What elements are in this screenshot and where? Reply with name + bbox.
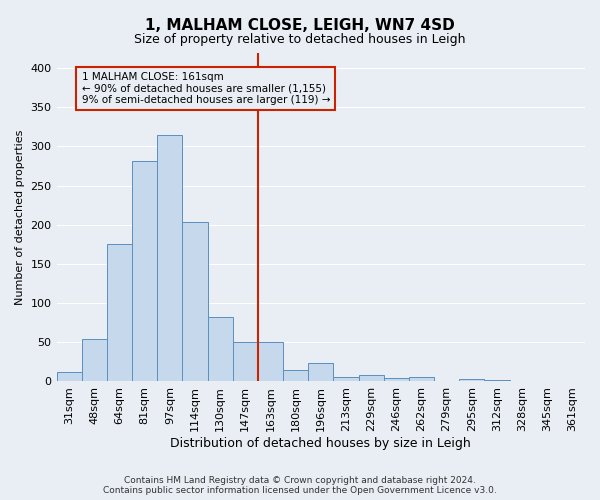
Text: 1 MALHAM CLOSE: 161sqm
← 90% of detached houses are smaller (1,155)
9% of semi-d: 1 MALHAM CLOSE: 161sqm ← 90% of detached… — [82, 72, 330, 106]
Bar — [233, 342, 258, 382]
Bar — [359, 375, 383, 382]
Bar — [157, 134, 182, 382]
Bar — [208, 317, 233, 382]
Y-axis label: Number of detached properties: Number of detached properties — [15, 130, 25, 304]
Bar — [107, 244, 132, 382]
Bar — [535, 380, 560, 382]
Bar — [258, 342, 283, 382]
Bar — [409, 377, 434, 382]
Bar — [82, 339, 107, 382]
Bar — [308, 362, 334, 382]
Bar — [182, 222, 208, 382]
Bar — [509, 380, 535, 382]
Bar — [132, 162, 157, 382]
Bar — [56, 372, 82, 382]
Bar — [434, 380, 459, 382]
Bar — [484, 380, 509, 382]
Text: 1, MALHAM CLOSE, LEIGH, WN7 4SD: 1, MALHAM CLOSE, LEIGH, WN7 4SD — [145, 18, 455, 32]
X-axis label: Distribution of detached houses by size in Leigh: Distribution of detached houses by size … — [170, 437, 471, 450]
Bar — [283, 370, 308, 382]
Text: Contains HM Land Registry data © Crown copyright and database right 2024.
Contai: Contains HM Land Registry data © Crown c… — [103, 476, 497, 495]
Bar — [334, 377, 359, 382]
Text: Size of property relative to detached houses in Leigh: Size of property relative to detached ho… — [134, 32, 466, 46]
Bar — [459, 379, 484, 382]
Bar — [383, 378, 409, 382]
